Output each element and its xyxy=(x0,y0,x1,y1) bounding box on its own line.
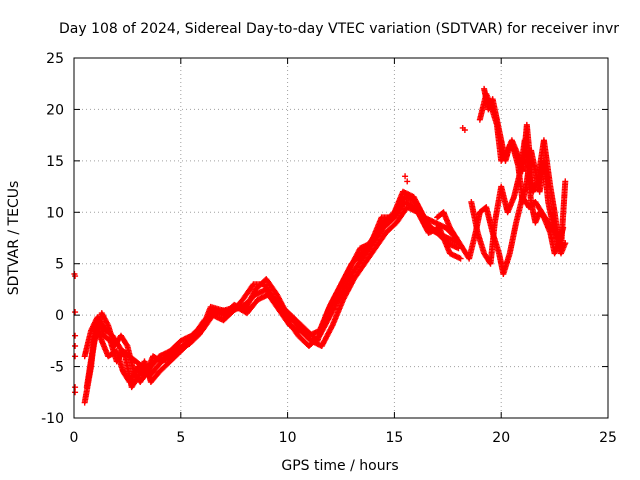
y-tick-label: 15 xyxy=(46,154,64,170)
data-point xyxy=(402,173,409,180)
x-tick-label: 20 xyxy=(492,430,510,446)
plot-frame xyxy=(73,57,609,419)
data-point xyxy=(72,384,79,391)
data-point xyxy=(558,235,565,241)
x-tick-label: 0 xyxy=(70,430,79,446)
y-tick-label: 20 xyxy=(46,102,64,118)
data-point xyxy=(72,332,79,339)
y-tick-label: 5 xyxy=(55,257,64,273)
y-tick-label: -10 xyxy=(41,411,64,427)
x-tick-label: 15 xyxy=(385,430,403,446)
data-points xyxy=(71,85,569,406)
data-point xyxy=(72,309,79,316)
x-tick-labels: 0 5 10 15 20 25 xyxy=(70,430,617,446)
data-point xyxy=(123,341,130,348)
data-point xyxy=(404,178,411,185)
y-axis-label: SDTVAR / TECUs xyxy=(6,181,22,296)
x-tick-label: 10 xyxy=(279,430,297,446)
data-point xyxy=(210,310,217,317)
y-tick-label: 25 xyxy=(46,51,64,67)
y-tick-labels: -10 -5 0 5 10 15 20 25 xyxy=(41,51,64,427)
data-point xyxy=(457,255,464,262)
data-point xyxy=(562,178,569,185)
y-tick-label: -5 xyxy=(50,360,64,376)
x-axis-label: GPS time / hours xyxy=(281,458,398,474)
y-tick-label: 10 xyxy=(46,205,64,221)
data-point xyxy=(560,224,567,231)
data-point xyxy=(72,353,79,360)
y-tick-label: 0 xyxy=(55,308,64,324)
data-point xyxy=(72,343,79,349)
data-point xyxy=(461,127,468,133)
x-tick-label: 5 xyxy=(176,430,185,446)
data-point xyxy=(72,273,79,280)
data-point xyxy=(72,389,79,396)
chart-title: Day 108 of 2024, Sidereal Day-to-day VTE… xyxy=(59,21,619,37)
x-tick-label: 25 xyxy=(599,430,617,446)
axis-ticks xyxy=(73,57,609,419)
